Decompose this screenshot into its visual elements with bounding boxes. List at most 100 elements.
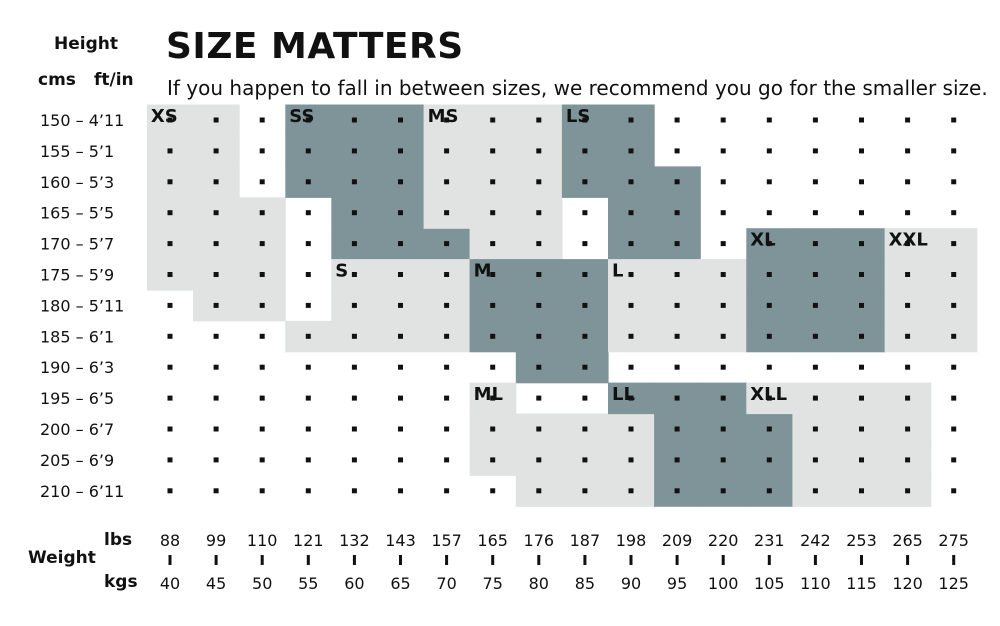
grid-dot [305, 241, 311, 247]
kgs-tick-label: 110 [800, 574, 831, 593]
grid-dot [536, 426, 542, 432]
height-tick-label: 195 – 6’5 [40, 389, 114, 408]
grid-dot [859, 395, 864, 401]
grid-dot [859, 333, 864, 339]
grid-dot [305, 364, 311, 370]
lbs-tick-label: 132 [339, 531, 370, 550]
grid-dot [628, 148, 634, 154]
grid-dot [628, 272, 634, 277]
size-label-ls: LS [566, 106, 590, 127]
grid-dot [582, 302, 588, 308]
grid-dot [674, 241, 680, 247]
grid-dot [351, 117, 357, 123]
kgs-tick-label: 105 [754, 574, 785, 593]
weight-tick-mark [306, 555, 310, 565]
grid-dot [812, 426, 818, 432]
size-region-xs [146, 104, 286, 322]
grid-dot [259, 210, 265, 216]
grid-dot [536, 117, 542, 123]
weight-axis-label: Weight [28, 548, 96, 568]
grid-dot [766, 333, 772, 339]
grid-dot [905, 210, 911, 216]
grid-dot [536, 179, 542, 185]
grid-dot [398, 426, 403, 432]
grid-dot [720, 179, 726, 185]
height-tick-label: 190 – 6’3 [40, 358, 114, 377]
kgs-tick-label: 80 [529, 574, 549, 593]
grid-dot [582, 333, 588, 339]
grid-dot [951, 148, 957, 154]
grid-dot [167, 364, 173, 370]
grid-dot [859, 302, 864, 308]
grid-dot [444, 148, 450, 154]
grid-dot [628, 426, 634, 432]
kgs-tick-label: 45 [206, 574, 226, 593]
grid-dot [305, 395, 311, 401]
cms-unit-label: cms [38, 70, 76, 90]
grid-dot [720, 488, 726, 494]
lbs-tick-label: 231 [754, 531, 785, 550]
grid-dot [444, 210, 450, 216]
grid-dot [536, 364, 542, 370]
grid-dot [259, 241, 265, 247]
grid-dot [351, 148, 357, 154]
grid-dot [213, 117, 219, 123]
grid-dot [305, 426, 311, 432]
grid-dot [951, 117, 957, 123]
grid-dot [766, 457, 772, 463]
grid-dot [398, 117, 403, 123]
grid-dot [674, 179, 680, 185]
grid-dot [490, 241, 496, 247]
grid-dot [628, 333, 634, 339]
grid-dot [766, 210, 772, 216]
grid-dot [259, 302, 265, 308]
grid-dot [536, 241, 542, 247]
grid-dot [490, 179, 496, 185]
lbs-tick-label: 187 [570, 531, 601, 550]
grid-dot [951, 395, 957, 401]
grid-dot [905, 179, 911, 185]
weight-tick-mark [352, 555, 356, 565]
grid-dot [444, 117, 450, 123]
grid-dot [582, 488, 588, 494]
grid-dot [628, 179, 634, 185]
grid-dot [490, 395, 496, 401]
grid-dot [582, 148, 588, 154]
grid-dot [628, 364, 634, 370]
kgs-tick-label: 85 [575, 574, 595, 593]
grid-dot [536, 488, 542, 494]
grid-dot [444, 333, 450, 339]
size-label-l: L [612, 261, 623, 282]
size-region-l [608, 259, 747, 353]
grid-dot [167, 333, 173, 339]
grid-dot [259, 333, 265, 339]
grid-dot [812, 210, 818, 216]
grid-dot [305, 210, 311, 216]
size-label-ll: LL [612, 384, 635, 405]
grid-dot [628, 395, 634, 401]
kgs-tick-label: 125 [938, 574, 969, 593]
grid-dot [951, 426, 957, 432]
weight-tick-mark [260, 555, 264, 565]
grid-dot [259, 395, 265, 401]
size-region-ss [285, 104, 471, 260]
grid-dot [167, 395, 173, 401]
grid-dot [351, 241, 357, 247]
grid-dot [859, 148, 864, 154]
grid-dot [536, 395, 542, 401]
grid-dot [766, 272, 772, 277]
grid-dot [444, 302, 450, 308]
size-region-ms [423, 104, 563, 260]
grid-dot [167, 272, 173, 277]
size-label-xll: XLL [750, 384, 787, 405]
grid-dot [259, 117, 265, 123]
grid-dot [490, 426, 496, 432]
grid-dot [859, 364, 864, 370]
height-tick-label: 155 – 5’1 [40, 142, 114, 161]
weight-tick-mark [860, 555, 863, 565]
grid-dot [859, 117, 864, 123]
grid-dot [674, 395, 680, 401]
grid-dot [213, 241, 219, 247]
grid-dot [951, 457, 957, 463]
kgs-tick-label: 95 [667, 574, 687, 593]
